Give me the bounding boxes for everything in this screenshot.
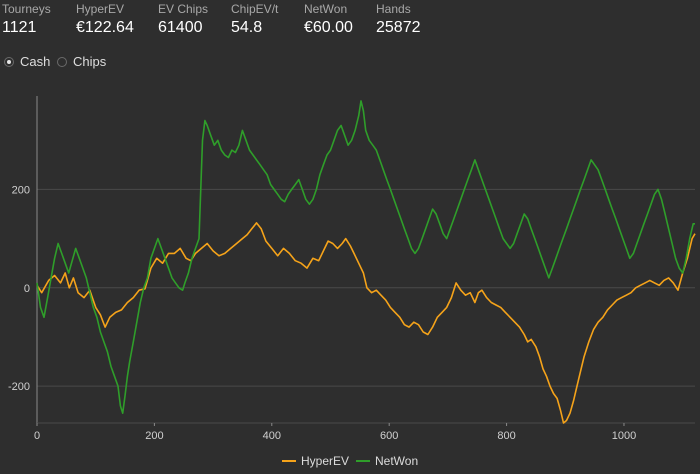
- radio-unselected-icon: [57, 56, 67, 67]
- stat-label: ChipEV/t: [231, 2, 279, 16]
- x-tick-label: 800: [497, 430, 515, 442]
- x-tick-label: 600: [380, 430, 398, 442]
- series-line-hyperev: [36, 222, 696, 424]
- stat-label: Tourneys: [2, 2, 51, 16]
- y-tick-label: -200: [8, 381, 30, 393]
- stat-value: 25872: [376, 19, 421, 36]
- series-line-netwon: [36, 100, 695, 414]
- stat-value: €122.64: [76, 19, 134, 36]
- stat-ev-chips: EV Chips 61400: [158, 2, 208, 38]
- stat-value: 61400: [158, 19, 203, 36]
- legend-label: HyperEV: [301, 454, 350, 468]
- stat-tourneys: Tourneys 1121: [2, 2, 51, 38]
- legend-item-netwon[interactable]: NetWon: [356, 454, 418, 468]
- radio-label: Cash: [20, 54, 51, 69]
- legend-swatch-netwon: [356, 460, 370, 462]
- x-tick-label: 1000: [612, 430, 636, 442]
- radio-cash[interactable]: Cash: [4, 54, 50, 69]
- stat-value: 54.8: [231, 19, 263, 36]
- stat-hands: Hands 25872: [376, 2, 421, 38]
- y-tick-label: 0: [24, 283, 30, 295]
- stat-label: NetWon: [304, 2, 348, 16]
- stat-value: 1121: [2, 19, 37, 36]
- legend-label: NetWon: [375, 454, 419, 468]
- stat-chipev-per-t: ChipEV/t 54.8: [231, 2, 278, 38]
- legend-swatch-hyperev: [282, 460, 296, 462]
- stat-label: EV Chips: [158, 2, 209, 16]
- stat-value: €60.00: [304, 19, 353, 36]
- x-tick-label: 0: [34, 430, 40, 442]
- stat-netwon: NetWon €60.00: [304, 2, 353, 38]
- y-tick-label: 200: [12, 184, 30, 196]
- x-tick-label: 200: [145, 430, 163, 442]
- radio-selected-icon: [4, 56, 14, 67]
- chart-legend: HyperEV NetWon: [0, 452, 700, 472]
- stat-label: Hands: [376, 2, 411, 16]
- legend-item-hyperev[interactable]: HyperEV: [282, 454, 349, 468]
- stat-hyperev: HyperEV €122.64: [76, 2, 134, 38]
- x-tick-label: 400: [263, 430, 281, 442]
- stat-label: HyperEV: [76, 2, 125, 16]
- radio-label: Chips: [73, 54, 107, 69]
- stats-bar: Tourneys 1121 HyperEV €122.64 EV Chips 6…: [0, 0, 700, 40]
- radio-chips[interactable]: Chips: [57, 54, 106, 69]
